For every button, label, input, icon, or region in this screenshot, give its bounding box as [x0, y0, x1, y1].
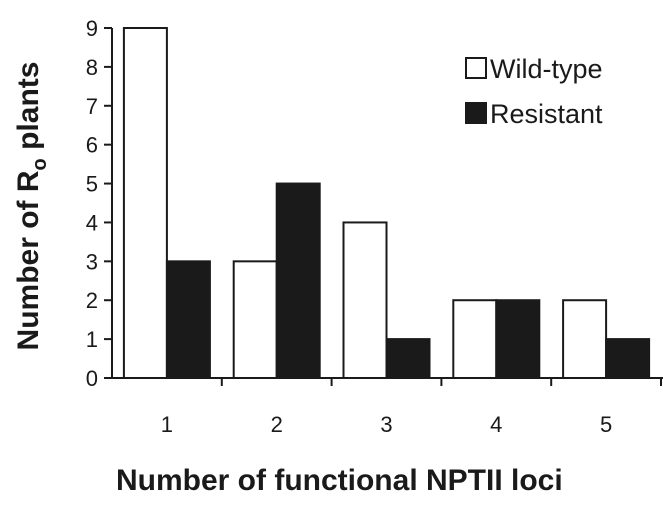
y-tick-label: 2 [86, 288, 98, 313]
x-tick-label: 1 [161, 412, 173, 437]
y-tick-label: 9 [86, 16, 98, 41]
x-tick-label: 2 [271, 412, 283, 437]
y-axis-ticks: 0 1 2 3 4 5 6 7 8 9 [86, 16, 112, 391]
bar-resistant-3 [385, 338, 431, 380]
y-tick-label: 6 [86, 133, 98, 158]
x-axis-ticks: 1 2 3 4 5 [161, 378, 662, 437]
legend-label-resistant: Resistant [490, 99, 603, 129]
bar-resistant-5 [605, 338, 651, 380]
bar-wild-type-2 [232, 260, 278, 380]
bar-resistant-4 [495, 299, 541, 380]
legend-swatch-resistant [465, 102, 487, 124]
bars [122, 27, 651, 380]
bar-wild-type-4 [452, 299, 498, 380]
bar-wild-type-1 [122, 27, 168, 379]
y-tick-label: 0 [86, 366, 98, 391]
bar-resistant-2 [275, 182, 321, 379]
y-tick-label: 7 [86, 94, 98, 119]
x-tick-label: 4 [490, 412, 502, 437]
y-axis-title: Number of Ro plants [12, 62, 51, 351]
bar-resistant-1 [165, 260, 211, 380]
bar-wild-type-3 [342, 221, 388, 379]
legend: Wild-type Resistant [465, 54, 603, 129]
bar-wild-type-5 [562, 299, 608, 380]
legend-swatch-wild-type [465, 57, 487, 79]
x-axis-title: Number of functional NPTII loci [116, 464, 563, 497]
y-tick-label: 3 [86, 249, 98, 274]
x-tick-label: 3 [380, 412, 392, 437]
x-tick-label: 5 [600, 412, 612, 437]
y-tick-label: 5 [86, 172, 98, 197]
y-tick-label: 4 [86, 210, 98, 235]
y-tick-label: 1 [86, 327, 98, 352]
y-tick-label: 8 [86, 55, 98, 80]
legend-label-wild-type: Wild-type [490, 54, 603, 84]
